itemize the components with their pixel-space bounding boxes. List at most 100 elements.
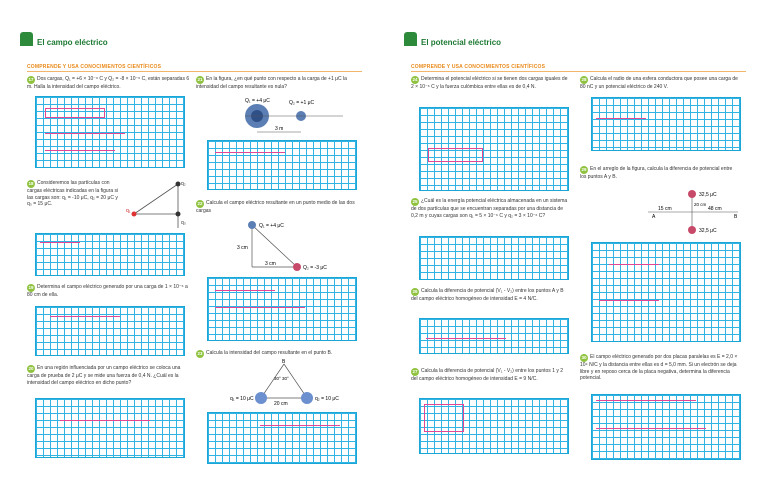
question-27: 27 Calcula la diferencia de potencial (V₁… bbox=[411, 368, 571, 383]
left-page: El campo eléctrico COMPRENDE Y USA CONOC… bbox=[20, 32, 362, 464]
page-title: El campo eléctrico bbox=[37, 38, 108, 47]
handwritten-line bbox=[215, 290, 275, 291]
question-number: 28 bbox=[580, 76, 588, 84]
answer-grid[interactable] bbox=[591, 394, 741, 460]
charge-label: q₃ bbox=[181, 220, 186, 226]
answer-grid[interactable] bbox=[419, 318, 569, 354]
charges-arrangement-figure: 32,5 μC 32,5 μC 15 cm 48 cm 20 cm A B bbox=[648, 190, 738, 234]
handwritten-line bbox=[596, 118, 646, 119]
question-number: 19 bbox=[27, 284, 35, 292]
handwritten-line bbox=[609, 264, 659, 265]
handwritten-line bbox=[599, 300, 659, 301]
answer-grid[interactable] bbox=[419, 236, 569, 280]
distance-label: 3 m bbox=[275, 126, 283, 132]
charge-label: q₂ = 10 μC bbox=[315, 396, 339, 402]
point-label: A bbox=[652, 214, 656, 220]
question-17: 17 Dos cargas, Q₁ = +6 × 10⁻⁶ C y Q₂ = -8… bbox=[27, 76, 192, 91]
question-number: 24 bbox=[411, 76, 419, 84]
question-number: 23 bbox=[196, 350, 204, 358]
answer-grid[interactable] bbox=[207, 140, 357, 190]
question-23: 23 Calcula la intensidad del campo result… bbox=[196, 350, 356, 358]
question-text: Consideremos las partículas con cargas e… bbox=[27, 180, 119, 207]
question-text: En el arreglo de la figura, calcula la d… bbox=[580, 166, 733, 180]
question-text: Calcula el campo eléctrico resultante en… bbox=[196, 200, 355, 214]
handwritten-line bbox=[50, 316, 120, 317]
handwritten-line bbox=[40, 242, 80, 243]
question-28: 28 Calcula el radio de una esfera conduct… bbox=[580, 76, 740, 91]
question-text: En una región influenciada por un campo … bbox=[27, 365, 181, 386]
question-30: 30 El campo eléctrico generado por dos pl… bbox=[580, 354, 740, 382]
question-text: Calcula la intensidad del campo resultan… bbox=[206, 350, 333, 356]
question-number: 29 bbox=[580, 166, 588, 174]
point-label: B bbox=[282, 359, 286, 365]
handwritten-line bbox=[215, 307, 305, 308]
question-number: 21 bbox=[196, 76, 204, 84]
question-text: Calcula el radio de una esfera conductor… bbox=[580, 76, 738, 90]
handwritten-line bbox=[45, 133, 125, 134]
question-26: 26 Calcula la diferencia de potencial (V₁… bbox=[411, 288, 571, 303]
chapter-tab bbox=[404, 32, 417, 46]
charge-label: q₁ bbox=[126, 208, 131, 214]
question-21: 21 En la figura, ¿en qué punto con respec… bbox=[196, 76, 356, 91]
answer-grid[interactable] bbox=[35, 96, 185, 168]
handwritten-note bbox=[45, 108, 105, 118]
answer-grid[interactable] bbox=[35, 306, 185, 356]
question-number: 26 bbox=[411, 288, 419, 296]
section-heading: COMPRENDE Y USA CONOCIMIENTOS CIENTÍFICO… bbox=[411, 64, 546, 70]
triangle-charges-figure: q₁ q₂ q₃ bbox=[126, 181, 186, 228]
answer-grid[interactable] bbox=[35, 233, 185, 276]
handwritten-line bbox=[596, 400, 696, 401]
distance-label: 15 cm bbox=[658, 206, 672, 212]
question-text: Calcula la diferencia de potencial (V₁ -… bbox=[411, 288, 564, 302]
answer-grid[interactable] bbox=[591, 242, 741, 342]
angle-label: 30° 30° bbox=[274, 376, 289, 381]
equal-charges-figure: B 30° 30° q₁ = 10 μC q₂ = 10 μC 20 cm bbox=[230, 359, 339, 407]
handwritten-line bbox=[60, 420, 150, 421]
answer-grid[interactable] bbox=[35, 398, 185, 458]
charge-label: Q₁ = +4 μC bbox=[259, 223, 284, 229]
question-25: 25 ¿Cuál es la energía potencial eléctric… bbox=[411, 198, 571, 219]
answer-grid[interactable] bbox=[207, 277, 357, 341]
question-24: 24 Determina el potencial eléctrico si se… bbox=[411, 76, 571, 91]
handwritten-line bbox=[426, 338, 506, 339]
distance-label: 3 cm bbox=[265, 261, 276, 267]
question-text: ¿Cuál es la energía potencial eléctrica … bbox=[411, 198, 568, 219]
distance-label: 3 cm bbox=[237, 245, 248, 251]
chapter-tab bbox=[20, 32, 33, 46]
question-text: El campo eléctrico generado por dos plac… bbox=[580, 354, 738, 381]
question-number: 27 bbox=[411, 368, 419, 376]
section-heading: COMPRENDE Y USA CONOCIMIENTOS CIENTÍFICO… bbox=[27, 64, 162, 70]
question-text: Dos cargas, Q₁ = +6 × 10⁻⁶ C y Q₂ = -8 ×… bbox=[27, 76, 190, 90]
question-number: 17 bbox=[27, 76, 35, 84]
question-18: 18 Consideremos las partículas con cargas… bbox=[27, 180, 122, 208]
section-divider bbox=[27, 71, 362, 72]
page-title: El potencial eléctrico bbox=[421, 38, 502, 47]
charge-label: Q₂ = +1 μC bbox=[289, 100, 314, 106]
question-19: 19 Determina el campo eléctrico generado … bbox=[27, 284, 192, 299]
two-charges-figure: Q₁ = +4 μC Q₂ = +1 μC 3 m bbox=[245, 98, 343, 133]
section-divider bbox=[411, 71, 746, 72]
charge-label: 32,5 μC bbox=[699, 228, 717, 234]
answer-grid[interactable] bbox=[419, 398, 569, 454]
question-22: 22 Calcula el campo eléctrico resultante … bbox=[196, 200, 356, 215]
charge-label: 32,5 μC bbox=[699, 192, 717, 198]
distance-label: 20 cm bbox=[274, 401, 288, 407]
question-text: Determina el campo eléctrico generado po… bbox=[27, 284, 188, 298]
answer-grid[interactable] bbox=[419, 107, 569, 191]
answer-grid[interactable] bbox=[207, 412, 357, 464]
charge-label: q₂ bbox=[181, 181, 186, 187]
question-29: 29 En el arreglo de la figura, calcula la… bbox=[580, 166, 740, 181]
question-number: 22 bbox=[196, 200, 204, 208]
charge-label: Q₁ = +4 μC bbox=[245, 98, 270, 104]
handwritten-line bbox=[215, 152, 285, 153]
charge-label: Q₂ = -3 μC bbox=[303, 265, 327, 271]
answer-grid[interactable] bbox=[591, 97, 741, 151]
question-number: 25 bbox=[411, 198, 419, 206]
question-number: 20 bbox=[27, 365, 35, 373]
right-triangle-charges-figure: Q₁ = +4 μC Q₂ = -3 μC 3 cm 3 cm bbox=[237, 221, 327, 271]
handwritten-line bbox=[260, 425, 340, 426]
charge-label: q₁ = 10 μC bbox=[230, 396, 254, 402]
question-20: 20 En una región influenciada por un camp… bbox=[27, 365, 192, 386]
distance-label: 48 cm bbox=[708, 206, 722, 212]
handwritten-line bbox=[45, 150, 115, 151]
